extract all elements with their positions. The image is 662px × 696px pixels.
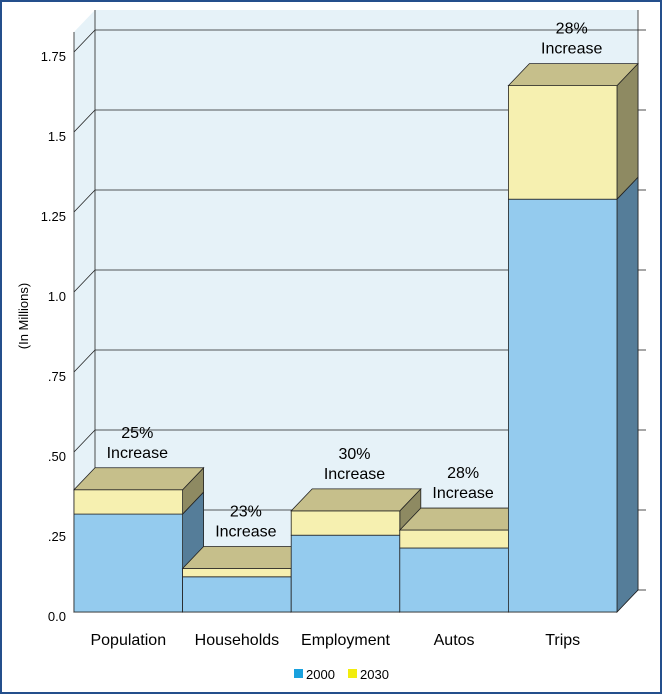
annotation-percent: 25%	[121, 425, 153, 442]
annotation-percent: 28%	[447, 465, 479, 482]
bar-segment-2000	[507, 198, 618, 613]
x-tick-label: Population	[90, 632, 166, 649]
y-axis-label: (In Millions)	[16, 283, 31, 349]
gridline-diagonal	[73, 429, 96, 453]
y-tick-label: 0.0	[48, 609, 66, 624]
gridline-diagonal	[73, 349, 96, 373]
x-tick-label: Households	[195, 632, 280, 649]
annotation-percent: 28%	[556, 21, 588, 38]
x-tick-label: Trips	[545, 632, 580, 649]
wall-fill	[74, 10, 638, 612]
y-tick-label: 1.5	[48, 129, 66, 144]
annotation-percent: 23%	[230, 503, 262, 520]
chart-annotations: 25% Increase 23% Increase 30% Increase 28% Incr…	[107, 21, 603, 541]
y-tick-label: .75	[48, 369, 66, 384]
bar-top	[73, 467, 205, 491]
annotation-label: Increase	[541, 41, 602, 58]
annotation-label: Increase	[324, 466, 385, 483]
bar-population	[73, 466, 205, 613]
gridline-diagonal	[73, 109, 96, 133]
gridline-diagonal	[73, 189, 96, 213]
y-tick-label: 1.25	[41, 209, 66, 224]
bar-side-2030	[616, 62, 639, 201]
x-tick-label: Employment	[301, 632, 390, 649]
bar-top	[507, 63, 639, 86]
y-tick-label: .25	[48, 529, 66, 544]
chart-back-wall	[74, 10, 638, 612]
annotation-percent: 30%	[338, 446, 370, 463]
annotation-label: Increase	[107, 445, 168, 462]
bar-trips	[507, 62, 639, 613]
bar-segment-2000	[399, 547, 509, 613]
annotation-label: Increase	[432, 485, 493, 502]
bar-segment-2030	[182, 568, 292, 578]
legend-swatch-2000	[294, 669, 303, 678]
y-tick-label: 1.0	[48, 289, 66, 304]
x-axis-labels: Population Households Employment Autos Trips	[90, 632, 580, 649]
y-axis-ticks: 0.0 .25 .50 .75 1.0 1.25 1.5 1.75	[41, 29, 646, 624]
gridline-diagonal	[73, 29, 96, 53]
y-tick-label: 1.75	[41, 49, 66, 64]
y-tick-label: .50	[48, 449, 66, 464]
legend-swatch-2030	[348, 669, 357, 678]
bar-segment-2030	[507, 85, 618, 200]
chart-legend: 2000 2030	[294, 667, 389, 682]
bar-side-2000	[616, 176, 639, 613]
chart-bars	[73, 62, 639, 613]
bar-top	[290, 488, 422, 512]
x-tick-label: Autos	[434, 632, 475, 649]
bar-segment-2030	[73, 489, 183, 515]
legend-label-2000: 2000	[306, 667, 335, 682]
bar-segment-2030	[399, 529, 509, 549]
legend-label-2030: 2030	[360, 667, 389, 682]
gridline-diagonal	[73, 269, 96, 293]
annotation-label: Increase	[215, 523, 276, 540]
bar-segment-2000	[73, 513, 183, 613]
bar-segment-2000	[290, 534, 401, 613]
bar-segment-2000	[182, 576, 292, 613]
bar-segment-2030	[290, 510, 401, 536]
